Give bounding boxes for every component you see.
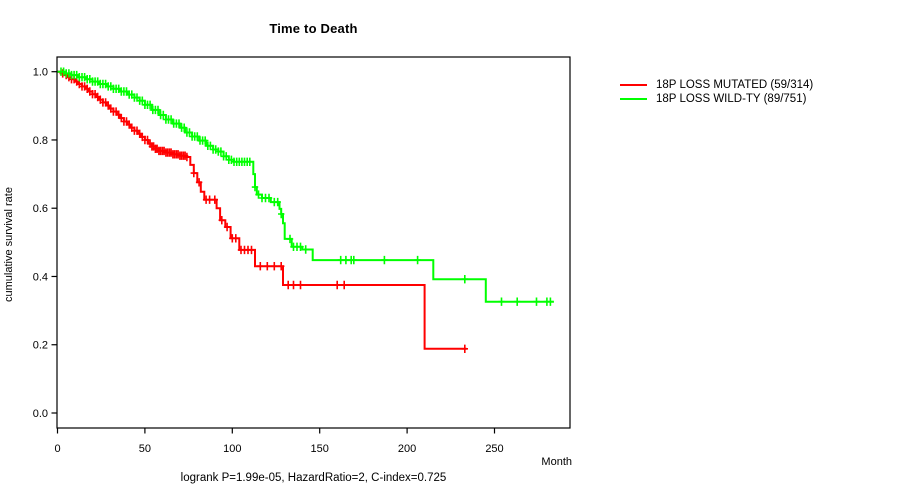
y-tick-label: 0.4 <box>33 271 48 283</box>
y-tick-label: 0.0 <box>33 408 48 420</box>
survival-curve <box>57 70 554 303</box>
y-axis: 0.0 0.2 0.4 0.6 0.8 1.0 <box>33 67 57 420</box>
series-wild-type <box>57 67 554 306</box>
legend-line-swatch <box>620 98 647 100</box>
x-tick-label: 50 <box>139 443 151 455</box>
series-mutated <box>57 69 468 353</box>
y-tick-label: 0.8 <box>33 135 48 147</box>
stats-annotation: logrank P=1.99e-05, HazardRatio=2, C-ind… <box>180 472 447 484</box>
x-tick-label: 150 <box>311 443 329 455</box>
censor-marks <box>57 67 554 306</box>
x-axis: 0 50 100 150 200 250 <box>54 428 504 455</box>
x-tick-label: 200 <box>398 443 416 455</box>
plot-box <box>56 56 571 429</box>
legend-line-swatch <box>620 84 647 86</box>
y-tick-label: 1.0 <box>33 67 48 79</box>
legend: 18P LOSS MUTATED (59/314) 18P LOSS WILD-T… <box>620 79 813 105</box>
legend-item-label: 18P LOSS MUTATED (59/314) <box>656 79 814 91</box>
legend-item: 18P LOSS WILD-TY (89/751) <box>620 93 813 105</box>
legend-item-label: 18P LOSS WILD-TY (89/751) <box>656 93 807 105</box>
x-tick-label: 100 <box>223 443 241 455</box>
x-tick-label: 250 <box>485 443 503 455</box>
x-axis-label: Month <box>541 456 572 468</box>
x-tick-label: 0 <box>54 443 60 455</box>
y-tick-label: 0.6 <box>33 203 48 215</box>
y-tick-label: 0.2 <box>33 340 48 352</box>
censor-marks <box>59 69 468 353</box>
legend-item: 18P LOSS MUTATED (59/314) <box>620 79 813 91</box>
plot-title: Time to Death <box>269 21 358 36</box>
